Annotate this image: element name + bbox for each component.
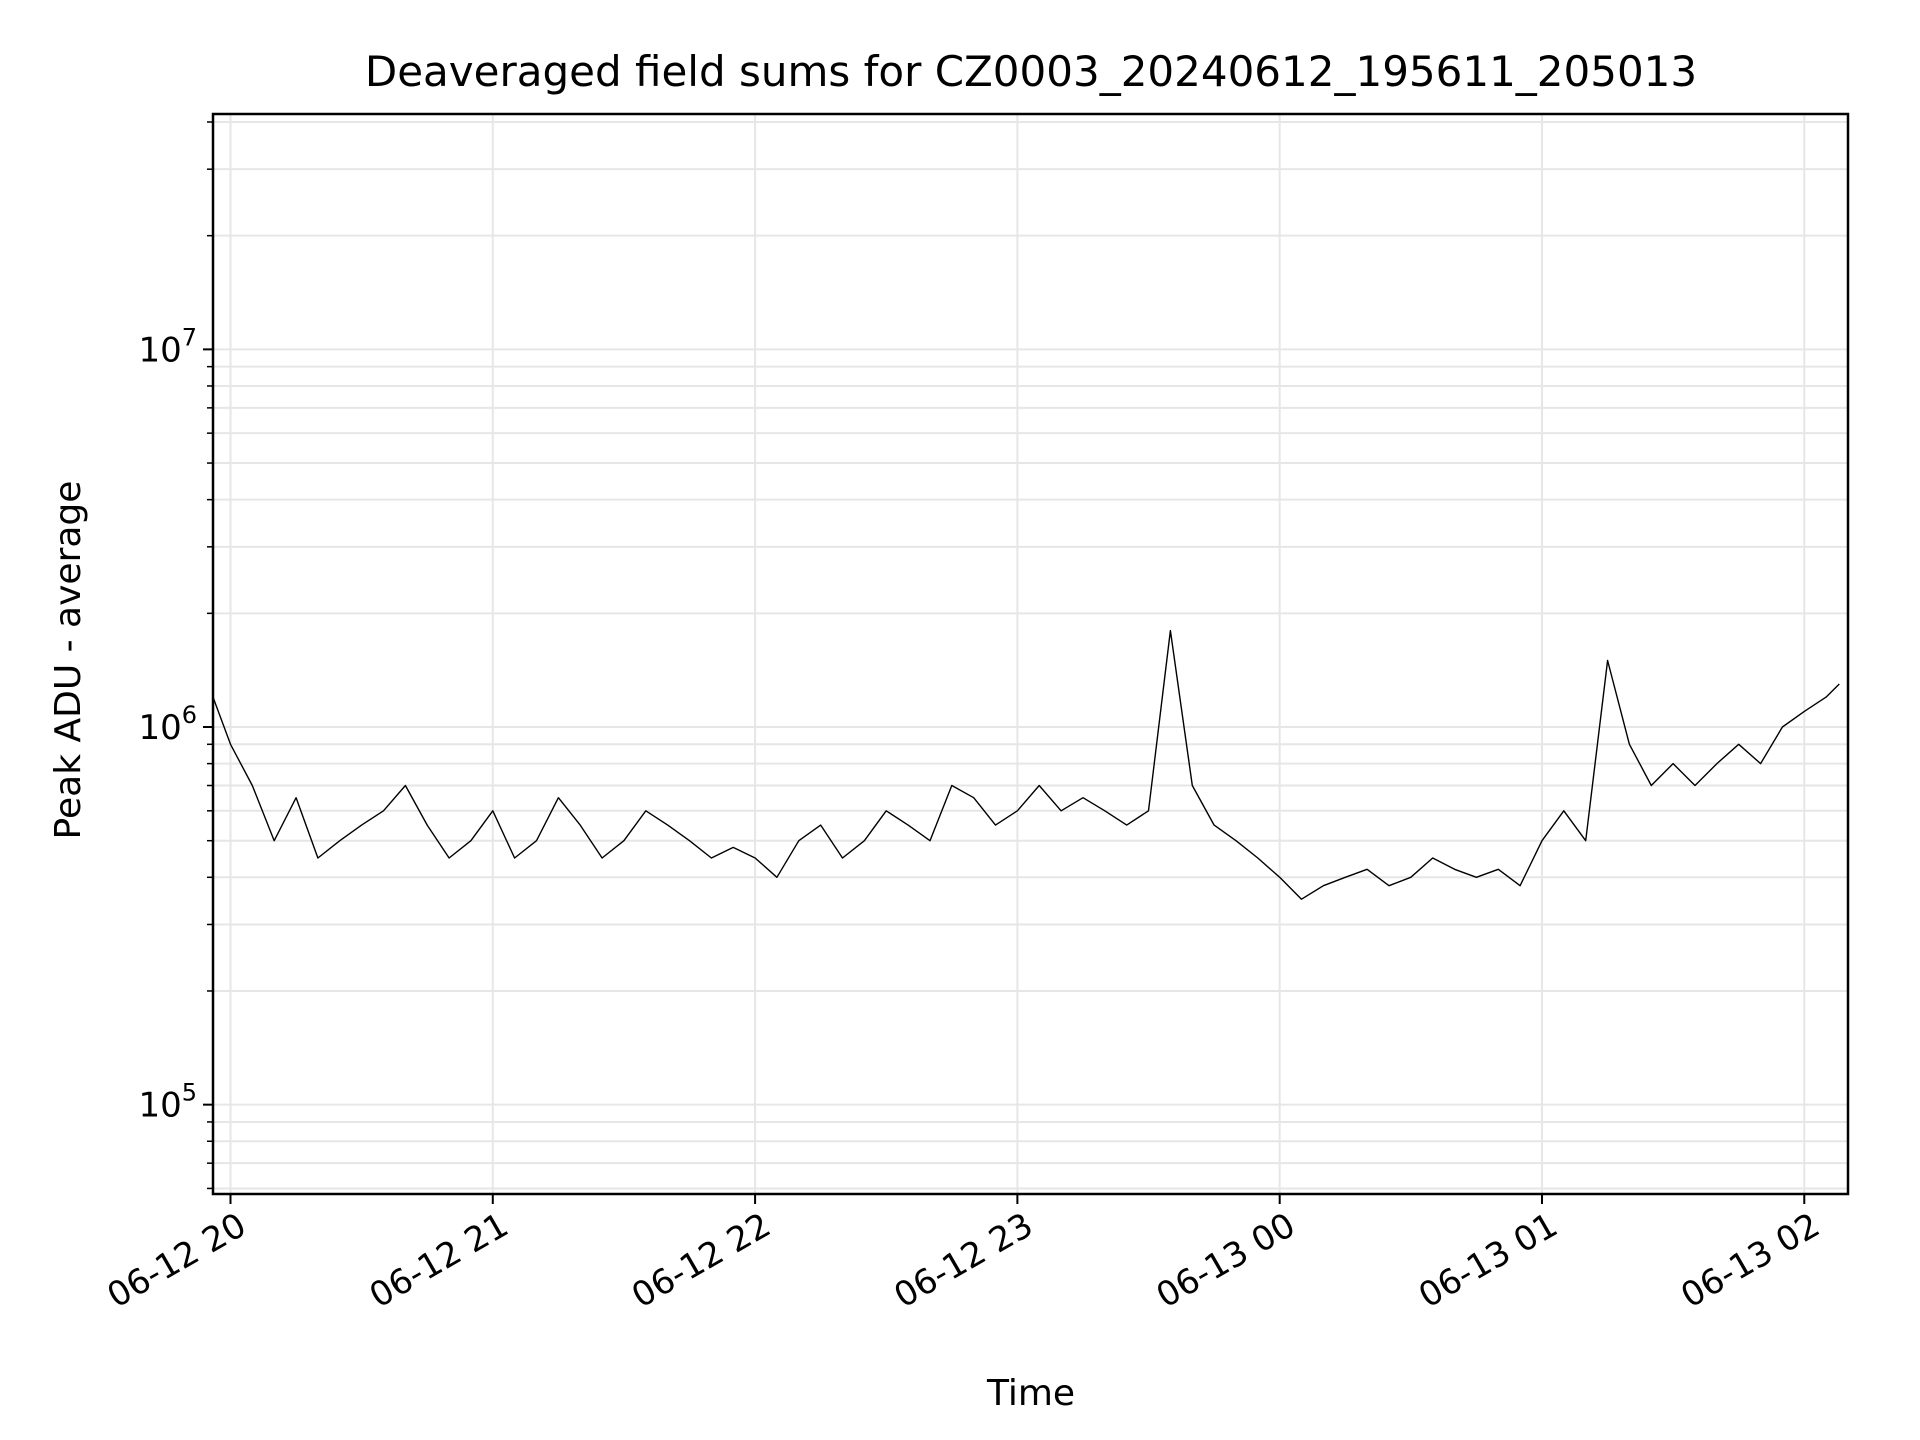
x-axis-title: Time — [986, 1373, 1075, 1414]
grid-lines — [203, 114, 1848, 1204]
y-axis-title: Peak ADU - average — [48, 481, 89, 840]
x-tick-label: 06-12 20 — [101, 1205, 253, 1316]
y-tick-label: 105 — [138, 1079, 197, 1126]
x-tick-label: 06-12 23 — [887, 1205, 1039, 1316]
x-tick-label: 06-13 01 — [1412, 1205, 1564, 1316]
y-tick-label: 106 — [138, 701, 197, 748]
y-tick-label: 107 — [138, 323, 197, 370]
x-tick-label: 06-12 22 — [625, 1205, 777, 1316]
x-tick-label: 06-13 02 — [1674, 1205, 1826, 1316]
series-line — [212, 629, 1840, 900]
plot-frame — [211, 112, 1850, 1196]
chart-title: Deaveraged field sums for CZ0003_2024061… — [365, 47, 1697, 96]
x-tick-label: 06-13 00 — [1150, 1205, 1302, 1316]
x-tick-label: 06-12 21 — [363, 1205, 515, 1316]
